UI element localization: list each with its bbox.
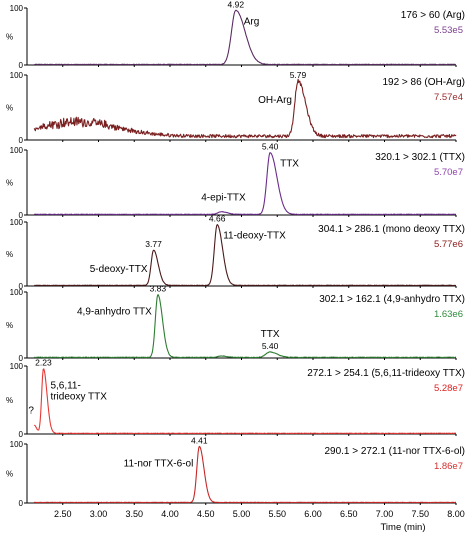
panel-5-peak-1-rt: 3.83 — [150, 284, 167, 294]
panel-3-peak-2-name: 4-epi-TTX — [201, 193, 246, 204]
panel-2-trace — [33, 78, 457, 139]
panel-4-ytick-label-0: 0 — [19, 282, 24, 291]
panel-5-peak-2-rt: 5.40 — [262, 341, 279, 351]
xtick-label-5.00: 5.00 — [233, 509, 251, 519]
panel-1-ytick-label-100: 100 — [10, 4, 24, 13]
panel-7-y-unit: % — [6, 470, 13, 479]
panel-6-y-unit: % — [6, 396, 13, 405]
panel-2-peak-1-name: OH-Arg — [258, 95, 292, 106]
panel-5-ytick-label-0: 0 — [19, 354, 24, 363]
xtick-label-4.00: 4.00 — [161, 509, 179, 519]
panel-6-peak-1-name-line-2: trideoxy TTX — [50, 392, 107, 403]
panel-5-peak-2-name: TTX — [261, 329, 280, 340]
panel-5-transition: 302.1 > 162.1 (4,9-anhydro TTX) — [319, 294, 465, 305]
panel-6-transition: 272.1 > 254.1 (5,6,11-trideoxy TTX) — [307, 368, 465, 379]
panel-3-ytick-label-0: 0 — [19, 211, 24, 220]
xtick-label-2.50: 2.50 — [54, 509, 72, 519]
panel-7-ytick-label-100: 100 — [10, 440, 24, 449]
panel-2-intensity: 7.57e4 — [434, 92, 463, 103]
panel-1-ytick-label-0: 0 — [19, 61, 24, 70]
xtick-label-8.00: 8.00 — [447, 509, 465, 519]
panel-4-peak-1-rt: 3.77 — [145, 239, 162, 249]
panel-4-ytick-label-100: 100 — [10, 218, 24, 227]
panel-3-y-unit: % — [6, 179, 13, 188]
panel-4-peak-1-name: 5-deoxy-TTX — [90, 264, 148, 275]
panel-6-trace — [34, 368, 457, 435]
panel-2-y-unit: % — [6, 104, 13, 113]
panel-6-peak-2-name: ? — [28, 406, 34, 417]
xtick-label-3.50: 3.50 — [125, 509, 143, 519]
panel-1-peak-1-name: Arg — [244, 16, 260, 27]
panel-1-transition: 176 > 60 (Arg) — [401, 10, 465, 21]
xtick-label-5.50: 5.50 — [268, 509, 286, 519]
panel-4-y-unit: % — [6, 250, 13, 259]
panel-2-transition: 192 > 86 (OH-Arg) — [382, 77, 465, 88]
panel-3-ytick-label-100: 100 — [10, 146, 24, 155]
panel-2-ytick-label-0: 0 — [19, 136, 24, 145]
panel-3-trace — [34, 152, 457, 216]
panel-5-trace — [33, 294, 457, 359]
x-axis-label: Time (min) — [380, 522, 425, 533]
panel-3-intensity: 5.70e7 — [434, 167, 463, 178]
panel-7-transition: 290.1 > 272.1 (11-nor TTX-6-ol) — [324, 446, 465, 457]
xtick-label-3.00: 3.00 — [90, 509, 108, 519]
panel-7-peak-1-name: 11-nor TTX-6-ol — [124, 458, 194, 469]
panel-6-intensity: 5.28e7 — [434, 383, 463, 394]
panel-6-ytick-label-0: 0 — [19, 430, 24, 439]
xtick-label-4.50: 4.50 — [197, 509, 215, 519]
panel-5-y-unit: % — [6, 321, 13, 330]
panel-7-intensity: 1.86e7 — [434, 461, 463, 472]
panel-7-trace — [34, 445, 456, 504]
panel-3-transition: 320.1 > 302.1 (TTX) — [375, 152, 465, 163]
panel-6-peak-1-rt: 2.23 — [35, 358, 52, 368]
xtick-label-6.00: 6.00 — [304, 509, 322, 519]
panel-6-ytick-label-100: 100 — [10, 362, 24, 371]
panel-2-peak-1-rt: 5.79 — [290, 70, 307, 80]
panel-1-trace — [34, 9, 457, 66]
panel-5-ytick-label-100: 100 — [10, 288, 24, 297]
panel-1-peak-1-rt: 4.92 — [228, 0, 245, 9]
xtick-label-6.50: 6.50 — [340, 509, 358, 519]
xtick-label-7.50: 7.50 — [411, 509, 429, 519]
panel-4-peak-2-rt: 4.66 — [209, 214, 226, 224]
panel-3-peak-1-name: TTX — [280, 159, 299, 170]
panel-2-ytick-label-100: 100 — [10, 71, 24, 80]
panel-4-transition: 304.1 > 286.1 (mono deoxy TTX) — [318, 224, 465, 235]
panel-1-intensity: 5.53e5 — [434, 25, 463, 36]
panel-7-peak-1-rt: 4.41 — [191, 435, 208, 445]
panel-6-peak-1-name-line-1: 5,6,11- — [50, 381, 80, 392]
panel-5-peak-1-name: 4,9-anhydro TTX — [77, 307, 152, 318]
xtick-label-7.00: 7.00 — [376, 509, 394, 519]
panel-1-y-unit: % — [6, 33, 13, 42]
panel-4-peak-2-name: 11-deoxy-TTX — [223, 231, 286, 242]
panel-7-ytick-label-0: 0 — [19, 499, 24, 508]
panel-3-peak-1-rt: 5.40 — [262, 142, 279, 152]
panel-4-trace — [34, 224, 457, 287]
panel-5-intensity: 1.63e6 — [434, 309, 463, 320]
panel-4-intensity: 5.77e6 — [434, 239, 463, 250]
